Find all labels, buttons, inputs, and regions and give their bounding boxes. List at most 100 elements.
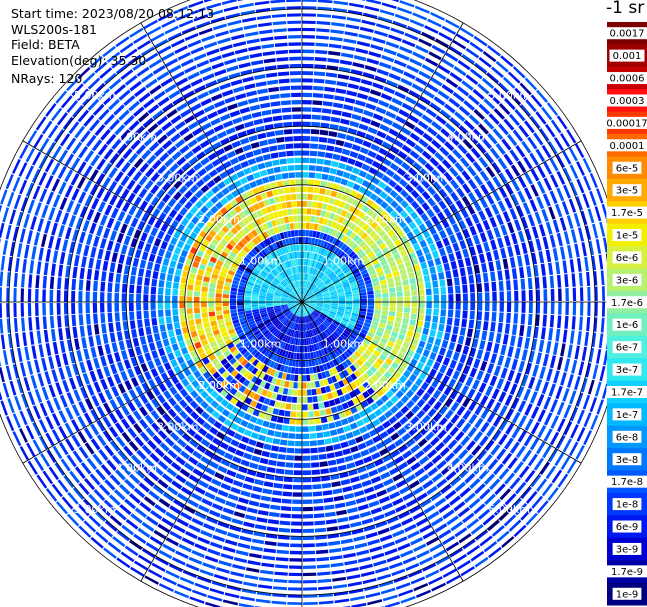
ppi-cell bbox=[338, 302, 346, 305]
ppi-cell bbox=[528, 302, 533, 314]
ppi-cell bbox=[336, 169, 344, 177]
ppi-cell bbox=[566, 459, 577, 474]
ppi-cell bbox=[180, 511, 193, 521]
ppi-cell bbox=[255, 361, 263, 369]
ppi-cell bbox=[399, 249, 408, 257]
ppi-cell bbox=[172, 443, 183, 454]
ppi-cell bbox=[132, 337, 140, 347]
ppi-cell bbox=[437, 90, 450, 100]
ppi-cell bbox=[215, 448, 226, 457]
ppi-cell bbox=[265, 276, 273, 283]
ppi-cell bbox=[337, 132, 347, 140]
ppi-cell bbox=[143, 496, 156, 507]
ppi-cell bbox=[550, 288, 555, 302]
ppi-cell bbox=[444, 19, 460, 29]
ppi-cell bbox=[432, 233, 441, 242]
ppi-cell bbox=[302, 506, 313, 512]
ppi-cell bbox=[503, 514, 517, 527]
ppi-cell bbox=[213, 574, 229, 581]
ppi-cell bbox=[338, 336, 345, 343]
ppi-cell bbox=[361, 19, 376, 26]
ppi-cell bbox=[201, 291, 208, 298]
ppi-cell bbox=[162, 454, 173, 465]
ppi-cell bbox=[485, 251, 493, 262]
ppi-cell bbox=[399, 485, 411, 495]
ppi-cell bbox=[172, 302, 178, 309]
ppi-cell bbox=[381, 141, 392, 150]
ppi-cell bbox=[261, 389, 268, 397]
ppi-cell bbox=[340, 321, 348, 328]
ppi-cell bbox=[216, 130, 227, 139]
ppi-cell bbox=[157, 96, 170, 107]
ppi-cell bbox=[452, 370, 461, 381]
ppi-cell bbox=[367, 290, 374, 295]
ppi-cell bbox=[367, 331, 375, 338]
ppi-cell bbox=[315, 35, 329, 40]
ppi-cell bbox=[408, 272, 415, 279]
ppi-cell bbox=[331, 237, 338, 245]
ppi-cell bbox=[120, 223, 128, 234]
ppi-cell bbox=[9, 209, 17, 225]
ppi-cell bbox=[475, 529, 489, 541]
ppi-cell bbox=[119, 504, 132, 516]
ppi-cell bbox=[411, 83, 424, 93]
ppi-cell bbox=[405, 194, 415, 204]
ppi-cell bbox=[345, 327, 352, 334]
ppi-cell bbox=[349, 364, 357, 372]
ppi-cell bbox=[484, 282, 490, 292]
ppi-cell bbox=[380, 587, 396, 595]
ppi-cell bbox=[253, 284, 261, 289]
ppi-cell bbox=[170, 236, 178, 246]
ppi-cell bbox=[275, 423, 283, 431]
ppi-cell bbox=[246, 284, 254, 289]
ppi-cell bbox=[290, 306, 297, 312]
ppi-cell bbox=[492, 190, 501, 202]
ppi-cell bbox=[413, 352, 421, 361]
ppi-cell bbox=[318, 600, 334, 605]
ppi-cell bbox=[327, 326, 335, 333]
ppi-cell bbox=[157, 287, 164, 295]
ppi-cell bbox=[291, 306, 297, 313]
ppi-cell bbox=[218, 275, 226, 282]
ppi-cell bbox=[569, 181, 578, 196]
ppi-cell bbox=[9, 241, 16, 257]
ppi-cell bbox=[444, 52, 459, 62]
ppi-cell bbox=[348, 240, 355, 248]
ppi-cell bbox=[241, 528, 254, 535]
ppi-cell bbox=[227, 493, 239, 501]
ppi-cell bbox=[500, 247, 507, 259]
ppi-cell bbox=[273, 296, 281, 299]
ppi-cell bbox=[110, 207, 119, 219]
ppi-cell bbox=[602, 237, 609, 253]
ppi-cell bbox=[430, 273, 438, 281]
ppi-cell bbox=[341, 332, 349, 339]
ppi-cell bbox=[408, 221, 417, 230]
ppi-cell bbox=[300, 302, 302, 310]
ppi-cell bbox=[505, 280, 511, 291]
ppi-cell bbox=[157, 134, 168, 145]
ppi-cell bbox=[297, 323, 300, 331]
ppi-cell bbox=[302, 375, 307, 382]
ppi-cell bbox=[320, 273, 327, 281]
ppi-cell bbox=[54, 462, 65, 476]
ppi-cell bbox=[314, 527, 327, 533]
ppi-cell bbox=[476, 349, 484, 360]
ppi-cell bbox=[231, 335, 239, 342]
ppi-cell bbox=[418, 138, 429, 148]
ppi-cell bbox=[464, 492, 476, 504]
ppi-cell bbox=[415, 517, 429, 527]
ppi-cell bbox=[270, 219, 277, 227]
ppi-cell bbox=[302, 323, 304, 331]
ppi-cell bbox=[491, 66, 504, 79]
ppi-cell bbox=[392, 173, 402, 183]
ppi-cell bbox=[42, 289, 46, 302]
ppi-cell bbox=[224, 338, 233, 346]
ppi-cell bbox=[556, 232, 563, 247]
ppi-cell bbox=[27, 199, 35, 214]
ppi-cell bbox=[369, 89, 382, 97]
ppi-cell bbox=[303, 331, 306, 339]
ppi-cell bbox=[280, 303, 288, 306]
ppi-cell bbox=[280, 506, 292, 511]
ppi-cell bbox=[427, 510, 440, 521]
ppi-cell bbox=[371, 258, 380, 266]
